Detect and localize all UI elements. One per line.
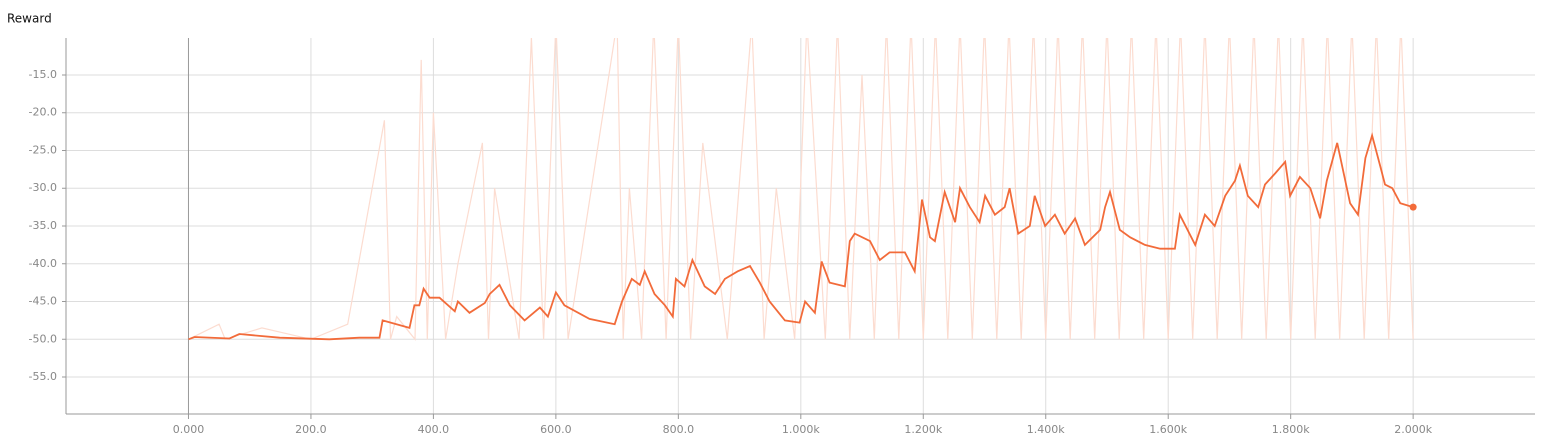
x-tick-label: 2.000k xyxy=(1394,423,1432,436)
chart-title: Reward xyxy=(7,12,52,26)
y-tick-label: -40.0 xyxy=(29,257,57,270)
y-tick-label: -15.0 xyxy=(29,68,57,81)
x-tick-label: 200.0 xyxy=(295,423,327,436)
x-tick-label: 800.0 xyxy=(663,423,695,436)
x-tick-label: 1.800k xyxy=(1272,423,1310,436)
x-tick-label: 1.000k xyxy=(782,423,820,436)
plot-area xyxy=(188,38,1417,341)
x-tick-label: 1.600k xyxy=(1149,423,1187,436)
x-tick-label: 400.0 xyxy=(418,423,450,436)
x-tick-label: 1.200k xyxy=(904,423,942,436)
y-tick-label: -25.0 xyxy=(29,143,57,156)
x-tick-label: 1.400k xyxy=(1027,423,1065,436)
y-tick-label: -55.0 xyxy=(29,370,57,383)
raw-line xyxy=(188,38,1414,341)
x-tick-label: 600.0 xyxy=(540,423,572,436)
y-tick-label: -45.0 xyxy=(29,295,57,308)
smoothed-line xyxy=(188,132,1414,341)
end-point xyxy=(1409,203,1417,211)
grid xyxy=(66,38,1535,414)
y-tick-label: -30.0 xyxy=(29,181,57,194)
y-tick-label: -50.0 xyxy=(29,332,57,345)
x-tick-label: 0.000 xyxy=(173,423,205,436)
y-tick-label: -35.0 xyxy=(29,219,57,232)
y-tick-label: -20.0 xyxy=(29,106,57,119)
